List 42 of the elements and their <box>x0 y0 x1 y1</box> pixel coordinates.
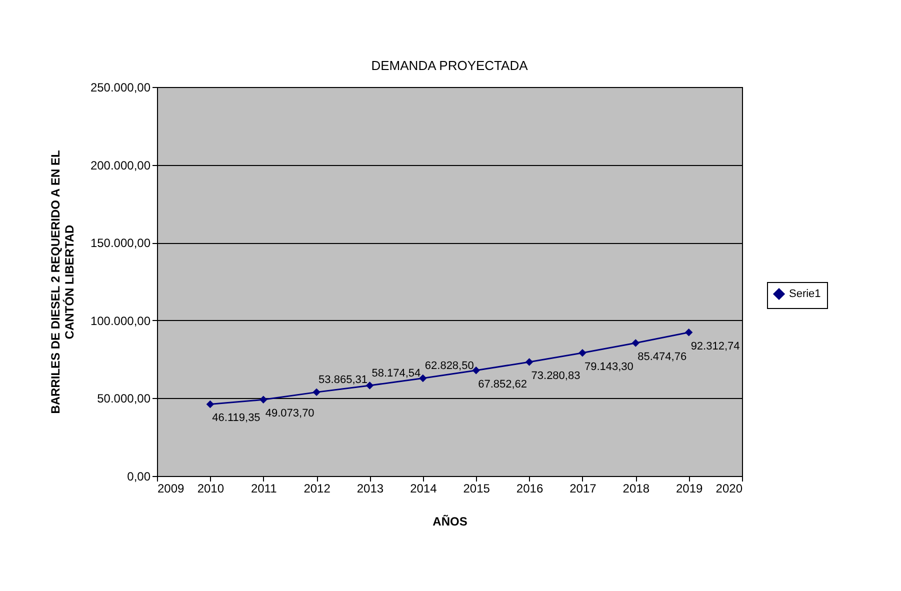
y-tick-label: 100.000,00 <box>90 314 151 328</box>
x-tick-label: 2010 <box>197 482 224 496</box>
x-tick-label: 2013 <box>356 482 384 496</box>
x-tick-label: 2017 <box>570 482 597 496</box>
data-label: 67.852,62 <box>478 378 528 390</box>
data-label: 58.174,54 <box>372 367 421 380</box>
data-label: 62.828,50 <box>424 360 474 372</box>
x-tick-label: 2009 <box>158 482 185 496</box>
x-tick-label: 2020 <box>716 482 743 496</box>
x-axis-title: AÑOS <box>432 514 468 528</box>
point <box>419 374 427 382</box>
y-tick-label: 150.000,00 <box>90 236 151 250</box>
point <box>366 382 374 390</box>
y-tick-label: 250.000,00 <box>90 80 151 94</box>
y-tick-label: 50.000,00 <box>97 392 151 406</box>
x-tick-label: 2015 <box>463 482 490 496</box>
data-label: 46.119,35 <box>212 412 260 424</box>
data-label: 49.073,70 <box>265 408 314 420</box>
y-tick-label: 200.000,00 <box>90 158 151 172</box>
point <box>684 328 693 336</box>
x-tick-label: 2016 <box>516 482 544 496</box>
x-tick-label: 2019 <box>676 482 703 496</box>
point <box>525 358 534 366</box>
point <box>578 348 586 357</box>
data-label: 92.312,74 <box>690 340 740 352</box>
point <box>206 400 214 408</box>
data-label: 79.143,30 <box>584 360 634 373</box>
chart-title: DEMANDA PROYECTADA <box>371 58 528 73</box>
point <box>472 366 480 374</box>
x-tick-label: 2012 <box>304 482 331 496</box>
legend-label: Serie1 <box>789 288 821 300</box>
point <box>632 339 640 347</box>
data-label: 85.474,76 <box>638 351 687 363</box>
y-axis-title: BARRILES DE DIESEL 2 REQUERIDO A EN EL CANTÓN LIBERTAD <box>48 150 76 414</box>
x-tick-label: 2014 <box>410 482 438 496</box>
point <box>312 388 320 396</box>
x-tick-label: 2011 <box>250 482 278 496</box>
y-tick-label: 0,00 <box>127 470 151 484</box>
x-tick-label: 2018 <box>622 482 650 496</box>
data-label: 53.865,31 <box>318 374 368 386</box>
data-label: 73.280,83 <box>531 370 580 382</box>
point <box>259 396 268 404</box>
